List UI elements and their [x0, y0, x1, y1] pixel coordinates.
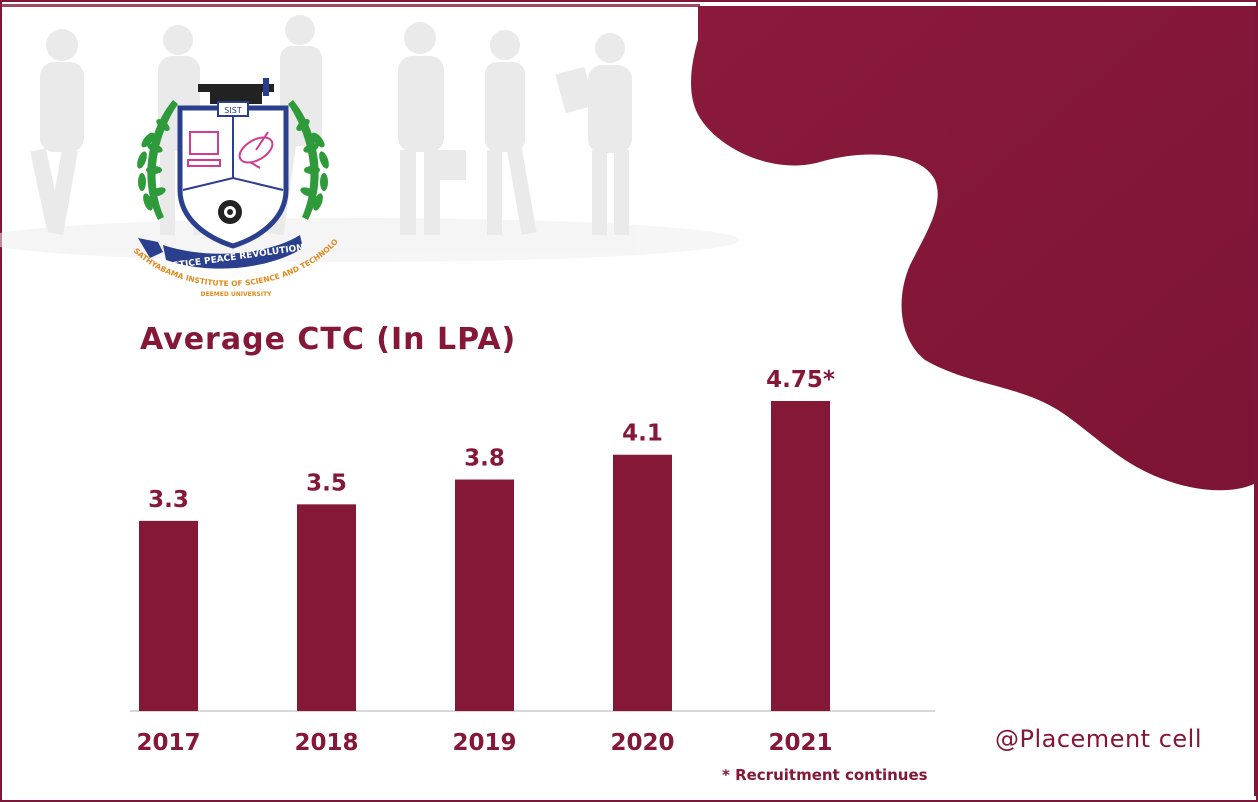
top-accent-line [0, 4, 700, 7]
value-label-2021: 4.75* [766, 367, 835, 393]
x-tick-2020: 2020 [610, 730, 674, 756]
value-label-2020: 4.1 [622, 421, 663, 447]
x-tick-2019: 2019 [452, 730, 516, 756]
logo-sub-text: DEEMED UNIVERSITY [201, 291, 272, 298]
university-logo: SIST JUSTICE PEACE REVOLUTION SATHYABAMA… [118, 70, 340, 298]
blob-shape [691, 6, 1258, 491]
bar-2021 [771, 401, 830, 711]
x-tick-2018: 2018 [294, 730, 358, 756]
bar-2017 [139, 520, 198, 711]
value-label-2019: 3.8 [464, 446, 505, 472]
logo-cap-text: SIST [224, 106, 242, 115]
bar-2018 [297, 504, 356, 711]
bar-2020 [613, 454, 672, 711]
recruitment-footnote: * Recruitment continues [722, 766, 928, 784]
x-tick-2017: 2017 [136, 730, 200, 756]
value-label-2017: 3.3 [148, 487, 189, 513]
placement-cell-handle: @Placement cell [995, 725, 1202, 753]
x-tick-2021: 2021 [768, 730, 832, 756]
value-label-2018: 3.5 [306, 470, 347, 496]
bar-2019 [455, 479, 514, 711]
chart-title: Average CTC (In LPA) [140, 322, 517, 357]
